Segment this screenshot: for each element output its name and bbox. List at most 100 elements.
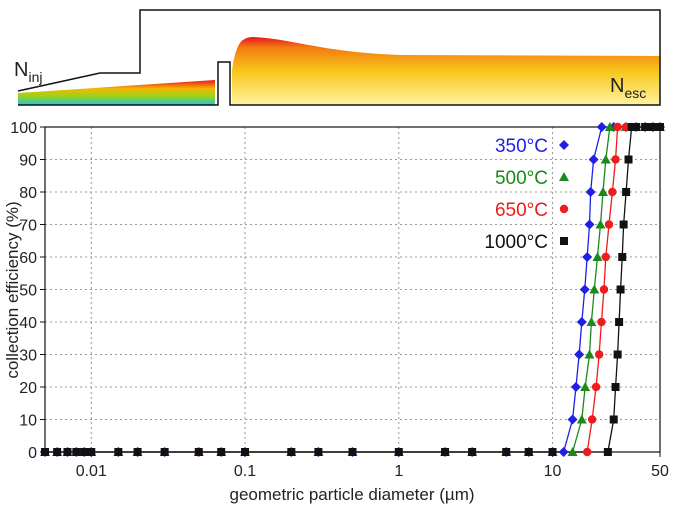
marker [594,350,604,359]
marker [591,382,601,392]
marker [133,448,142,456]
marker [601,252,610,262]
y-tick-label: 50 [19,283,37,300]
marker [632,123,641,131]
y-tick-label: 60 [19,250,37,267]
marker [600,154,611,164]
series-line [45,126,660,453]
marker [548,448,557,456]
y-tick-label: 30 [19,348,37,365]
reactor-diagram: Ninj Nesc [14,9,661,106]
y-tick-label: 100 [10,120,37,137]
marker [641,123,650,131]
marker [616,285,625,294]
marker [592,252,603,261]
series-line [45,126,660,453]
marker [595,219,606,229]
marker [582,252,593,262]
marker [580,382,591,391]
inlet-label-sub: inj [28,69,42,85]
marker [598,187,609,196]
y-tick-label: 10 [19,413,37,430]
marker [558,447,569,457]
marker [585,187,596,197]
marker [114,448,123,456]
x-tick-label: 0.01 [76,463,107,480]
legend-label: 1000°C [484,232,548,253]
plot-frame [44,126,661,453]
marker [567,447,578,456]
marker [586,317,597,326]
marker [394,448,403,456]
marker [567,414,578,425]
outlet-label-sub: esc [624,85,646,101]
marker [348,448,357,456]
x-tick-label: 50 [651,463,669,480]
marker [314,448,323,456]
marker [611,155,620,164]
marker [584,349,595,359]
marker [648,123,657,131]
marker [584,219,595,230]
series-line [45,126,660,453]
marker [619,220,628,229]
plot: 0 10 20 30 40 50 60 70 80 90 100 0.01 0.1 1 10 50 350°C 5… [10,120,669,480]
marker [589,284,600,294]
marker [618,253,627,261]
y-tick-label: 80 [19,185,37,202]
marker [613,122,622,132]
marker [603,448,612,456]
marker [570,382,581,392]
marker [559,140,569,150]
marker [287,448,296,456]
legend-label: 350°C [495,136,548,157]
marker [615,318,624,326]
inlet-label-main: N [14,59,28,81]
marker [596,122,607,132]
marker [582,447,592,457]
marker [576,414,587,424]
marker [599,285,609,294]
marker [63,448,72,456]
injection-flow [18,80,215,105]
jet-flow [232,37,660,105]
reactor-outline [17,9,661,106]
marker [80,448,89,456]
legend-label: 500°C [495,168,548,189]
marker [597,317,606,327]
outlet-label: Nesc [610,75,646,101]
marker [611,383,620,391]
marker [241,448,250,456]
legend-label: 650°C [495,200,548,221]
marker [41,448,49,456]
marker [622,188,631,196]
y-tick-label: 20 [19,380,37,397]
marker [627,123,636,131]
marker [524,448,533,456]
series-line [45,126,660,453]
marker [502,448,511,456]
marker [604,220,614,229]
marker [559,204,569,214]
marker [656,123,664,131]
y-axis-title: collection efficiency (%) [3,201,22,378]
y-tick-label: 90 [19,153,37,170]
marker [468,448,477,456]
inlet-label: Ninj [14,59,42,85]
y-tick-label: 40 [19,315,37,332]
y-tick-label: 0 [28,445,37,462]
marker [194,448,203,456]
outlet-label-main: N [610,75,624,97]
marker [160,448,169,456]
y-tick-label: 70 [19,218,37,235]
x-axis-title: geometric particle diameter (µm) [229,485,474,504]
marker [53,448,62,456]
marker [217,448,226,456]
marker [87,448,96,456]
marker [579,284,590,295]
marker [588,154,599,165]
marker [624,155,633,164]
marker [576,317,587,327]
